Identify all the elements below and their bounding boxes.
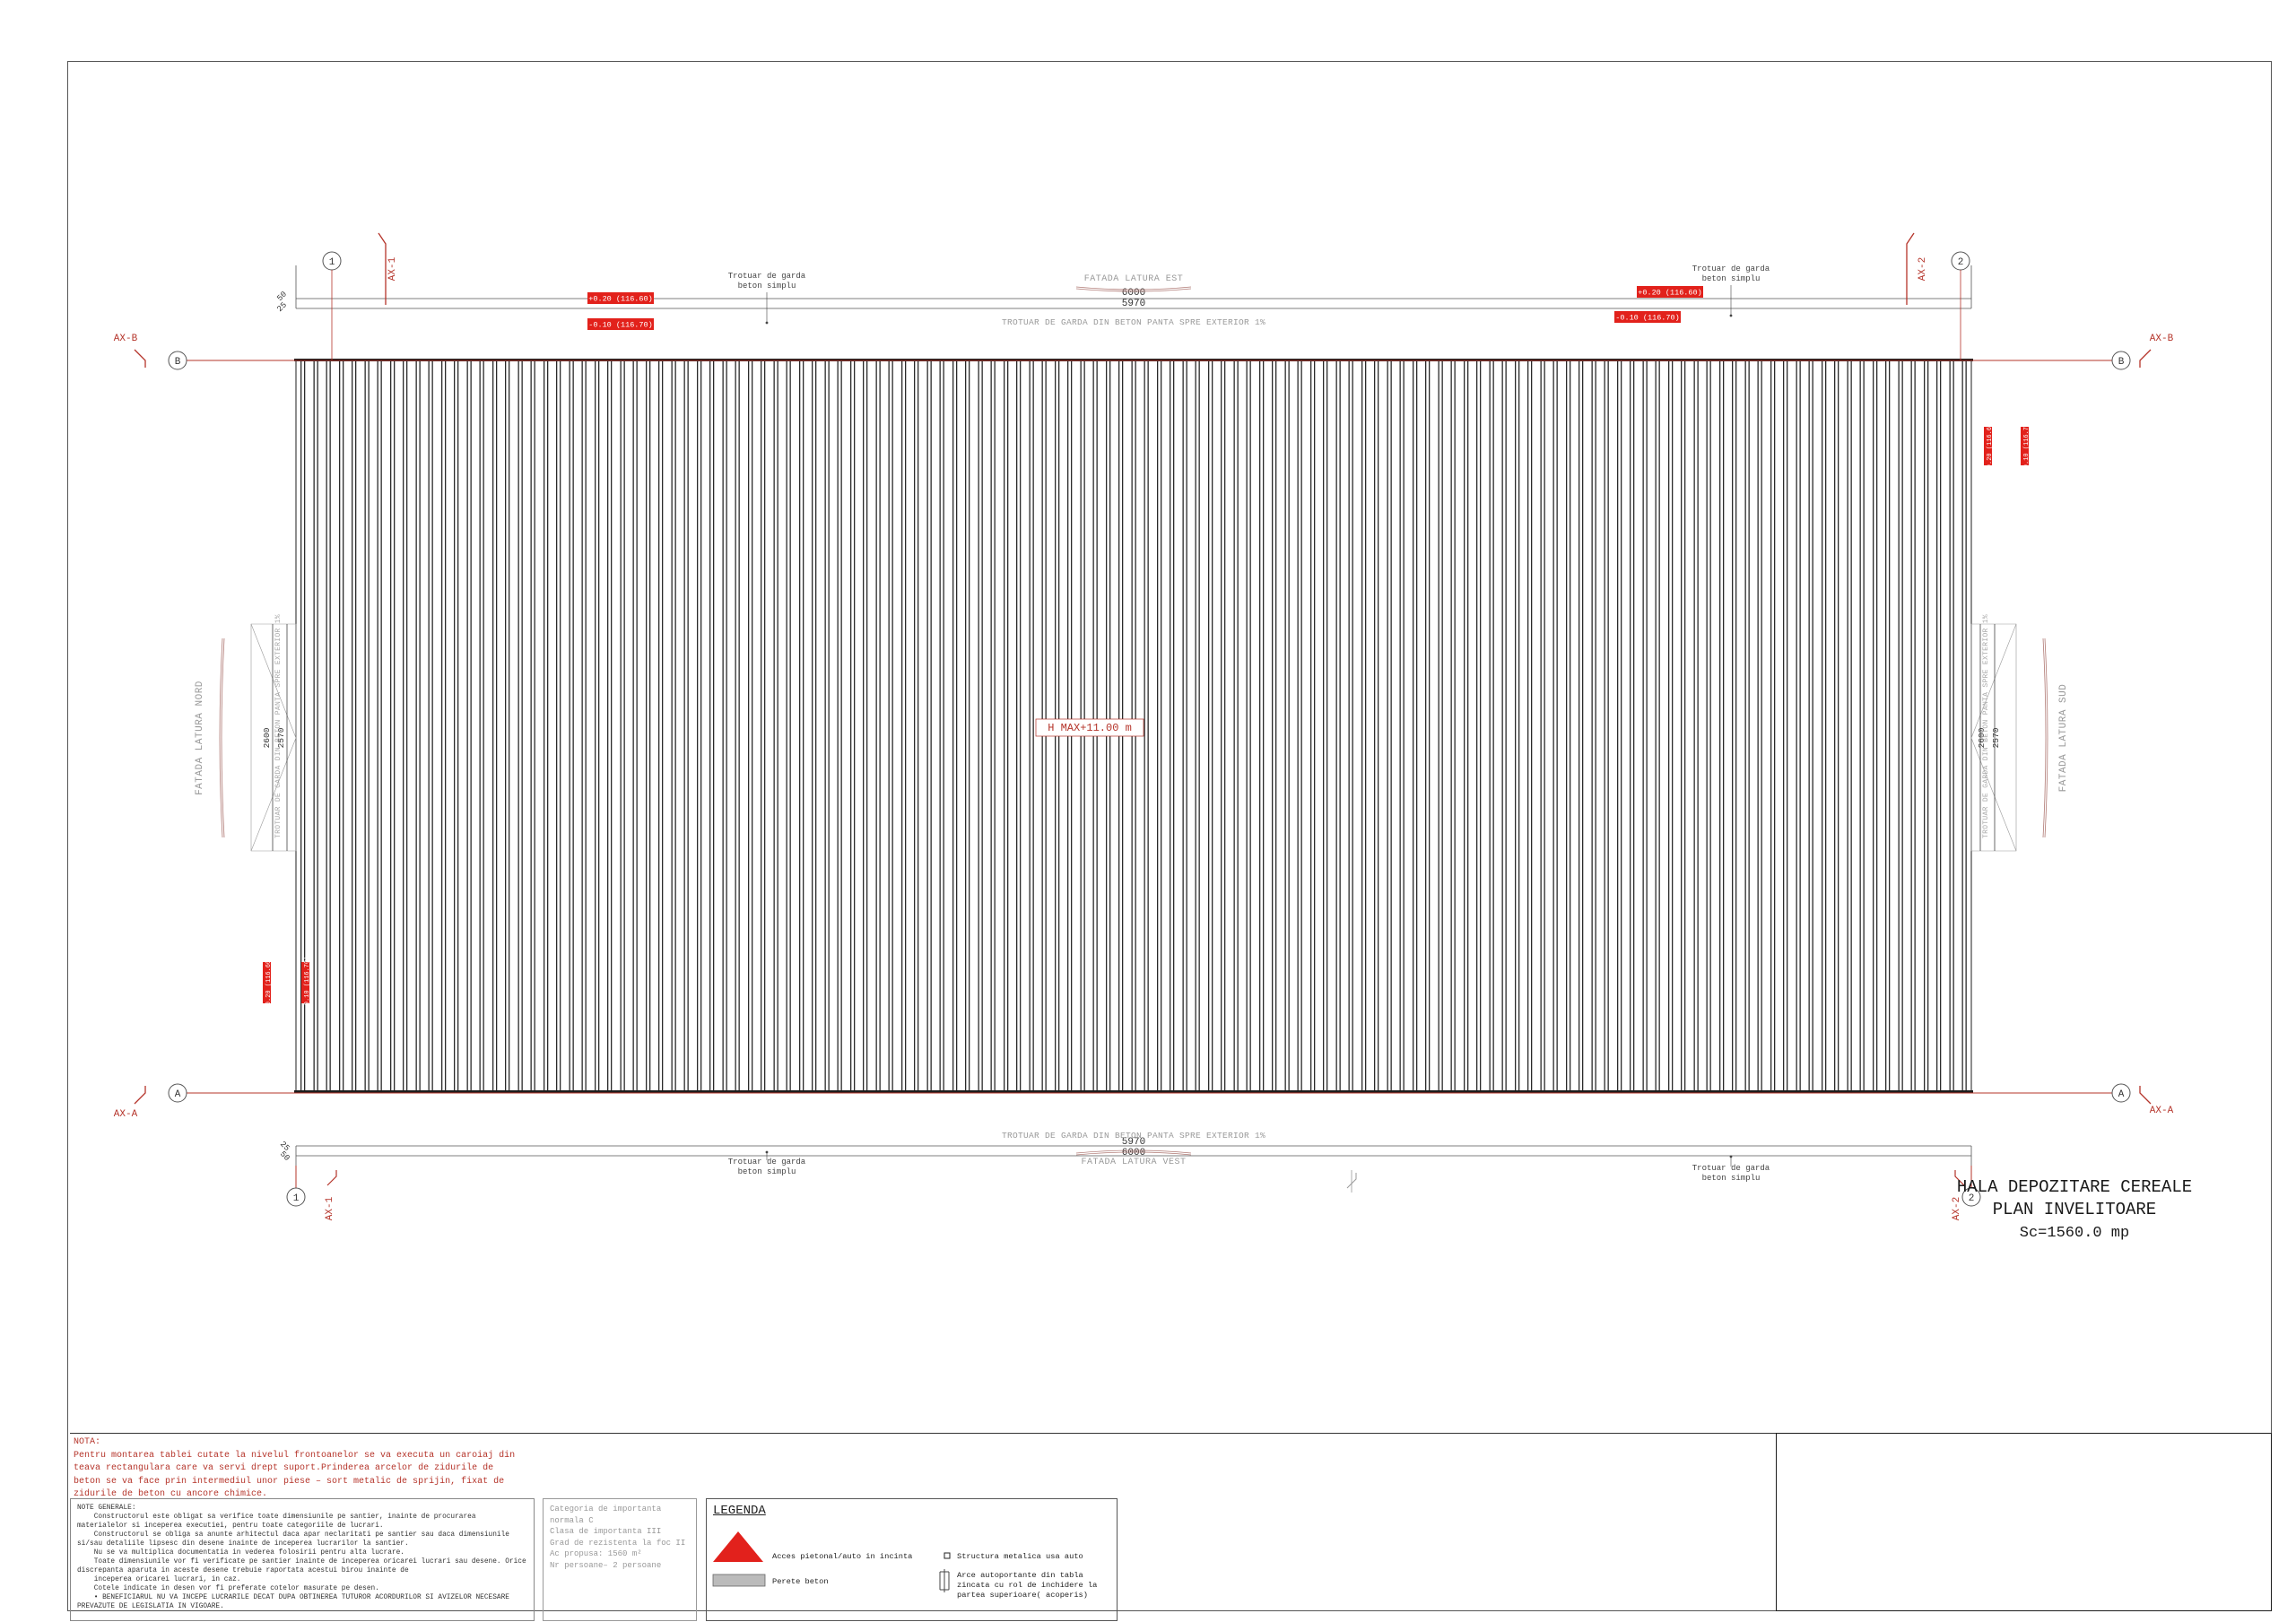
svg-text:Arce autoportante din tabla: Arce autoportante din tabla <box>957 1571 1083 1580</box>
svg-text:partea superioare( acoperis): partea superioare( acoperis) <box>957 1591 1088 1600</box>
svg-text:+0.20 (116.60): +0.20 (116.60) <box>265 957 273 1010</box>
svg-text:Sc=1560.0 mp: Sc=1560.0 mp <box>2020 1225 2129 1242</box>
svg-text:FATADA LATURA EST: FATADA LATURA EST <box>1084 274 1184 284</box>
svg-text:AX-1: AX-1 <box>387 256 398 281</box>
svg-text:FATADA LATURA VEST: FATADA LATURA VEST <box>1081 1158 1186 1167</box>
svg-text:Acces pietonal/auto in incinta: Acces pietonal/auto in incinta <box>772 1552 912 1561</box>
svg-text:TROTUAR DE GARDA DIN BETON PAN: TROTUAR DE GARDA DIN BETON PANTA SPRE EX… <box>1002 317 1265 327</box>
svg-text:FATADA LATURA NORD: FATADA LATURA NORD <box>195 681 205 795</box>
svg-text:A: A <box>175 1089 181 1100</box>
svg-text:Trotuar de garda: Trotuar de garda <box>728 272 806 281</box>
svg-text:H MAX+11.00 m: H MAX+11.00 m <box>1048 722 1132 734</box>
svg-text:B: B <box>2118 357 2125 368</box>
svg-text:+0.20 (116.60): +0.20 (116.60) <box>1638 289 1701 298</box>
svg-text:zincata cu rol de inchidere la: zincata cu rol de inchidere la <box>957 1581 1097 1590</box>
svg-text:2: 2 <box>1958 257 1964 268</box>
svg-text:FATADA LATURA SUD: FATADA LATURA SUD <box>2058 684 2069 793</box>
svg-text:AX-A: AX-A <box>2150 1106 2174 1116</box>
svg-text:TROTUAR DE GARDA DIN BETON PAN: TROTUAR DE GARDA DIN BETON PANTA SPRE EX… <box>1982 614 1990 838</box>
svg-text:-0.10 (116.70): -0.10 (116.70) <box>304 957 311 1010</box>
svg-text:Perete beton: Perete beton <box>772 1577 829 1586</box>
svg-text:A: A <box>2118 1089 2125 1100</box>
svg-text:+0.20 (116.60): +0.20 (116.60) <box>1987 420 1994 473</box>
svg-text:2570: 2570 <box>1991 727 2001 748</box>
svg-text:B: B <box>175 357 181 368</box>
svg-text:AX-1: AX-1 <box>325 1196 335 1220</box>
svg-text:AX-B: AX-B <box>2150 334 2174 344</box>
svg-text:AX-B: AX-B <box>114 334 138 344</box>
svg-text:beton simplu: beton simplu <box>738 1167 796 1176</box>
svg-text:50: 50 <box>278 1149 291 1163</box>
svg-text:Trotuar de garda: Trotuar de garda <box>1692 265 1770 273</box>
svg-text:5970: 5970 <box>1122 299 1145 309</box>
svg-text:AX-2: AX-2 <box>1918 257 1928 281</box>
svg-text:1: 1 <box>293 1193 300 1204</box>
svg-text:-0.10 (116.70): -0.10 (116.70) <box>588 321 652 330</box>
svg-text:2600: 2600 <box>262 727 272 748</box>
svg-text:-0.10 (116.70): -0.10 (116.70) <box>1615 314 1679 323</box>
svg-text:TROTUAR DE GARDA DIN BETON PAN: TROTUAR DE GARDA DIN BETON PANTA SPRE EX… <box>274 614 283 838</box>
svg-text:Structura metalica usa auto: Structura metalica usa auto <box>957 1552 1083 1561</box>
svg-text:25: 25 <box>275 300 289 314</box>
svg-text:+0.20 (116.60): +0.20 (116.60) <box>588 295 652 304</box>
svg-text:1: 1 <box>329 257 335 268</box>
svg-text:TROTUAR DE GARDA DIN BETON PAN: TROTUAR DE GARDA DIN BETON PANTA SPRE EX… <box>1002 1131 1265 1141</box>
svg-text:-0.10 (116.70): -0.10 (116.70) <box>2023 420 2031 473</box>
svg-text:HALA DEPOZITARE CEREALE: HALA DEPOZITARE CEREALE <box>1957 1177 2192 1197</box>
svg-text:beton simplu: beton simplu <box>1702 274 1761 283</box>
svg-text:beton simplu: beton simplu <box>1702 1174 1761 1183</box>
svg-text:AX-2: AX-2 <box>1952 1197 1962 1220</box>
svg-text:AX-A: AX-A <box>114 1109 138 1120</box>
svg-text:PLAN INVELITOARE: PLAN INVELITOARE <box>1993 1200 2156 1219</box>
svg-text:beton simplu: beton simplu <box>738 282 796 291</box>
